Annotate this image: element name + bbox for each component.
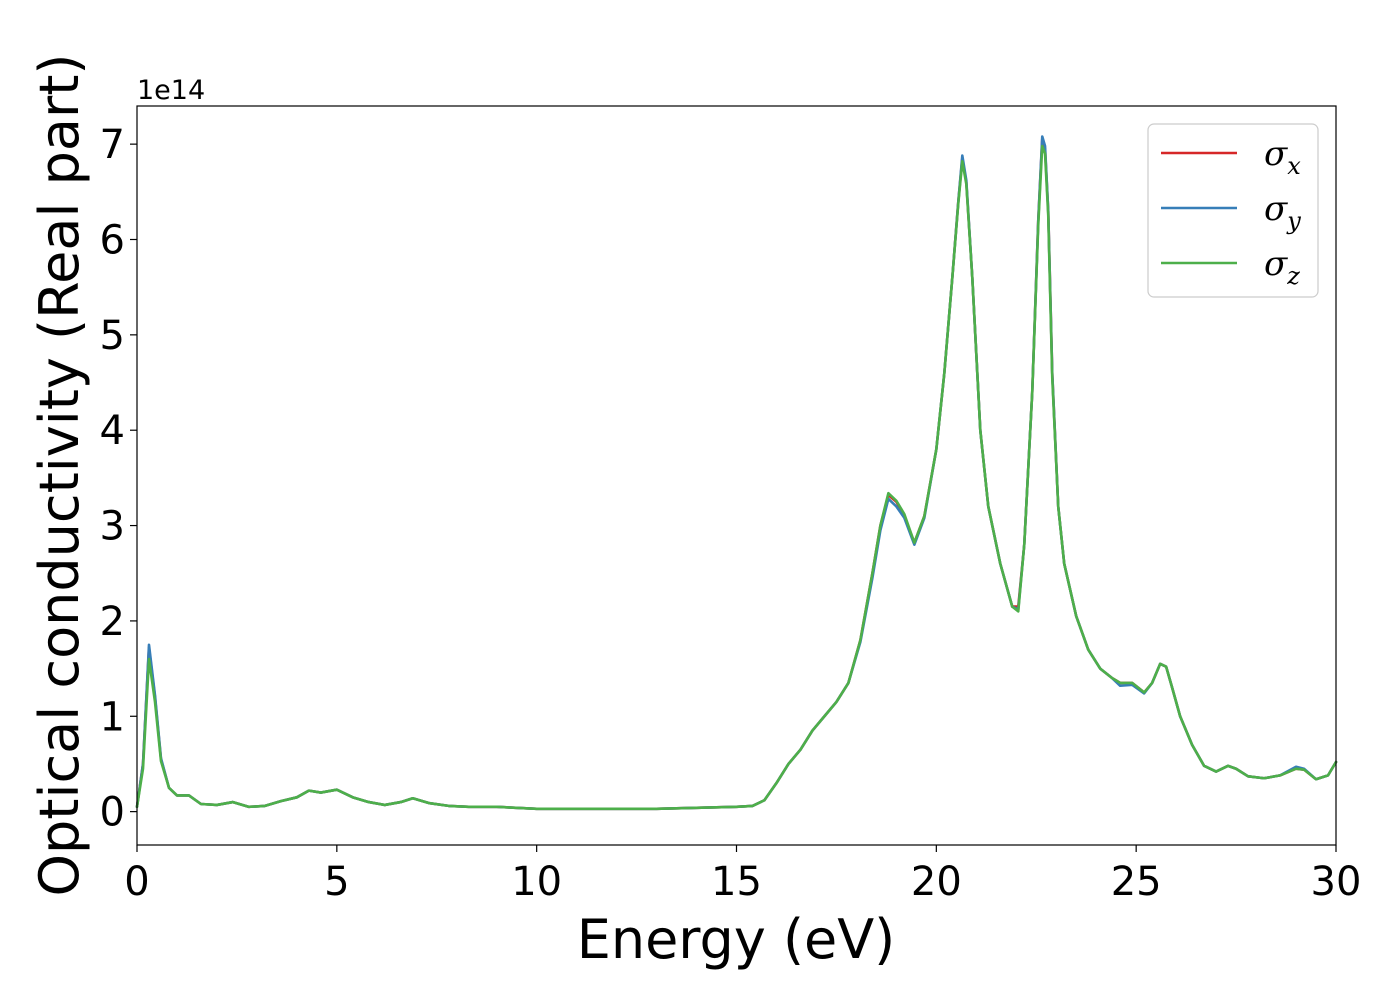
x-tick-label: 5 [324, 859, 349, 905]
x-tick-label: 20 [911, 859, 962, 905]
series-line-z [135, 144, 1338, 811]
y-tick-label: 2 [100, 599, 125, 645]
y-tick-label: 3 [100, 504, 125, 550]
x-axis-title: Energy (eV) [577, 908, 896, 971]
y-axis: 0 1 2 3 4 5 6 7 [100, 122, 137, 836]
y-tick-label: 0 [100, 790, 125, 836]
y-tick-label: 6 [100, 217, 125, 263]
x-tick-label: 0 [124, 859, 149, 905]
y-tick-label: 7 [100, 122, 125, 168]
y-tick-label: 1 [100, 694, 125, 740]
x-tick-label: 10 [511, 859, 562, 905]
series-layer [135, 135, 1338, 811]
x-axis: 0 5 10 15 20 25 30 [124, 845, 1361, 905]
y-offset-label: 1e14 [137, 75, 205, 106]
x-tick-label: 25 [1111, 859, 1162, 905]
x-tick-label: 30 [1311, 859, 1362, 905]
y-axis-title: Optical conductivity (Real part) [28, 54, 91, 897]
legend-box [1147, 123, 1319, 298]
y-tick-label: 4 [100, 408, 125, 454]
y-tick-label: 5 [100, 313, 125, 359]
x-tick-label: 15 [711, 859, 762, 905]
